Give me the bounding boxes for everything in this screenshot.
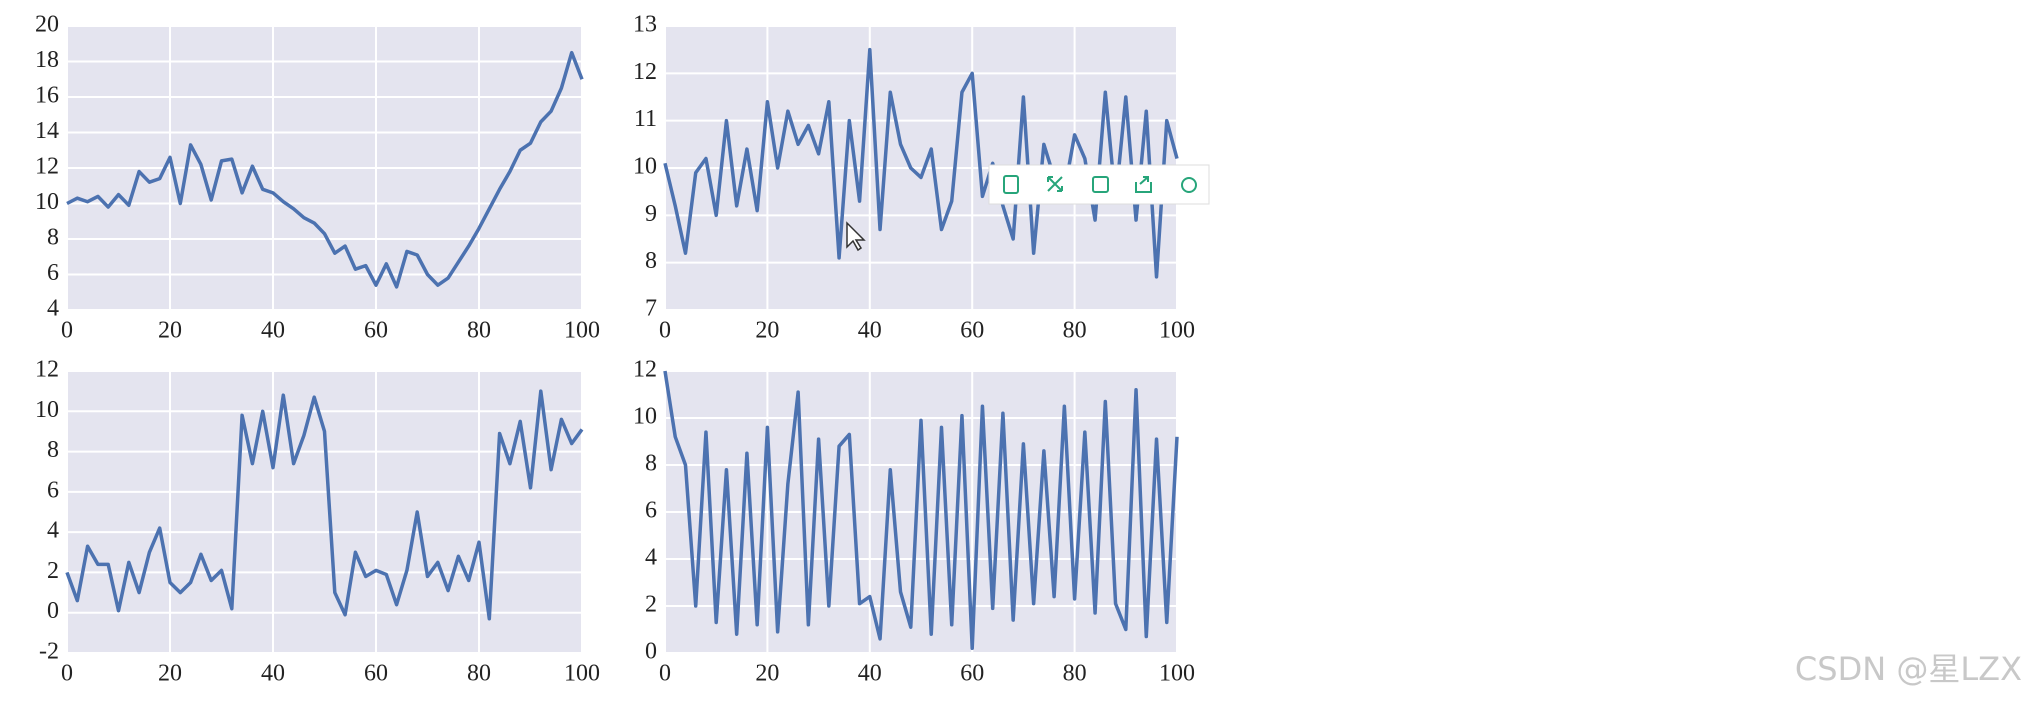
x-tick-label: 60 — [960, 318, 984, 344]
y-tick-label: 9 — [645, 201, 657, 227]
watermark: CSDN @星LZX — [1795, 650, 2022, 688]
y-tick-label: 4 — [645, 545, 657, 571]
x-tick-label: 100 — [564, 318, 600, 344]
x-tick-label: 20 — [755, 661, 779, 687]
x-tick-label: 20 — [158, 661, 182, 687]
data-line — [663, 370, 1179, 651]
toolbar — [846, 164, 1210, 252]
data-line — [66, 50, 584, 289]
y-tick-label: 16 — [35, 83, 59, 109]
x-tick-label: 20 — [755, 318, 779, 344]
y-tick-label: 6 — [645, 498, 657, 524]
cursor — [846, 221, 866, 252]
x-tick-label: 40 — [858, 318, 882, 344]
x-tick-label: 60 — [364, 318, 388, 344]
y-tick-label: 10 — [35, 189, 59, 215]
y-tick-label: 6 — [47, 260, 59, 286]
y-tick-label: 12 — [35, 154, 59, 180]
y-tick-label: 20 — [35, 12, 59, 38]
x-tick-label: 60 — [364, 661, 388, 687]
y-tick-label: 10 — [35, 397, 59, 423]
y-tick-label: 6 — [47, 477, 59, 503]
y-tick-label: -2 — [39, 639, 59, 665]
x-tick-label: 100 — [1159, 318, 1195, 344]
y-tick-label: 8 — [645, 248, 657, 274]
x-tick-label: 20 — [158, 318, 182, 344]
y-tick-label: 14 — [35, 118, 59, 144]
y-tick-label: 12 — [35, 357, 59, 383]
y-tick-label: 13 — [633, 12, 657, 38]
x-tick-label: 40 — [858, 661, 882, 687]
y-tick-label: 7 — [645, 296, 657, 322]
y-tick-label: 12 — [633, 59, 657, 85]
y-tick-label: 8 — [47, 437, 59, 463]
toolbar-box — [988, 164, 1210, 205]
save-icon[interactable] — [1092, 176, 1109, 193]
x-tick-label: 80 — [1063, 318, 1087, 344]
y-tick-label: 8 — [645, 451, 657, 477]
x-tick-label: 40 — [261, 661, 285, 687]
y-tick-label: 10 — [633, 154, 657, 180]
x-tick-label: 0 — [659, 661, 671, 687]
y-tick-label: 2 — [645, 592, 657, 618]
y-tick-label: 0 — [645, 639, 657, 665]
y-tick-label: 8 — [47, 225, 59, 251]
share-icon[interactable] — [1135, 176, 1152, 193]
x-tick-label: 40 — [261, 318, 285, 344]
x-tick-label: 0 — [659, 318, 671, 344]
x-tick-label: 100 — [564, 661, 600, 687]
x-tick-label: 0 — [61, 661, 73, 687]
y-tick-label: 11 — [634, 106, 657, 132]
copy-icon[interactable] — [1003, 175, 1019, 194]
x-tick-label: 60 — [960, 661, 984, 687]
settings-icon[interactable] — [1181, 177, 1197, 193]
data-line — [65, 389, 584, 621]
fullscreen-icon[interactable] — [1047, 176, 1063, 192]
x-tick-label: 80 — [1063, 661, 1087, 687]
y-tick-label: 4 — [47, 518, 59, 544]
y-tick-label: 0 — [47, 598, 59, 624]
y-tick-label: 12 — [633, 357, 657, 383]
y-tick-label: 2 — [47, 558, 59, 584]
x-tick-label: 80 — [467, 661, 491, 687]
x-tick-label: 100 — [1159, 661, 1195, 687]
y-tick-label: 18 — [35, 47, 59, 73]
plot-area — [67, 371, 582, 653]
y-tick-label: 4 — [47, 296, 59, 322]
x-tick-label: 80 — [467, 318, 491, 344]
x-tick-label: 0 — [61, 318, 73, 344]
y-tick-label: 10 — [633, 404, 657, 430]
